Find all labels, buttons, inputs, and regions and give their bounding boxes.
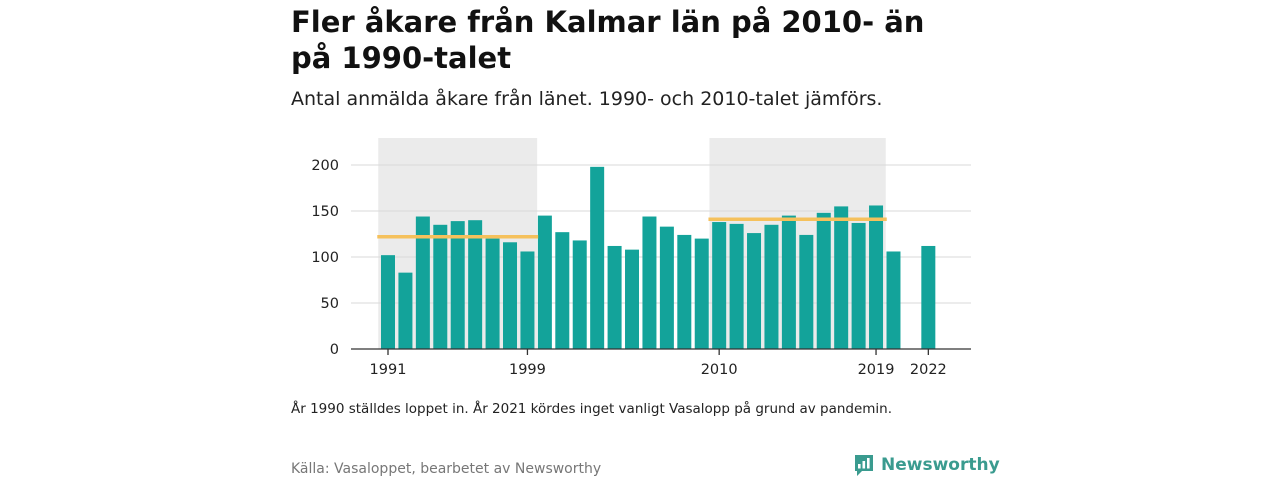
bar (555, 232, 570, 349)
brand-logo: Newsworthy (853, 453, 1000, 477)
y-tick-label: 0 (330, 342, 339, 358)
source-text: Källa: Vasaloppet, bearbetet av Newswort… (291, 461, 602, 477)
newsworthy-logo-icon (855, 455, 873, 476)
bar (520, 251, 535, 349)
bar (694, 238, 709, 349)
bar (834, 206, 849, 349)
bar (816, 212, 831, 349)
bar (572, 240, 587, 349)
bar (799, 234, 814, 349)
bar (503, 242, 518, 349)
bar (712, 222, 727, 349)
bar (659, 226, 674, 349)
y-tick-label: 150 (311, 204, 339, 220)
chart-title: Fler åkare från Kalmar län på 2010- än p… (291, 5, 925, 75)
bar (869, 205, 884, 349)
bar (764, 224, 779, 349)
bar (607, 245, 622, 349)
y-tick-label: 200 (311, 158, 339, 174)
bar (590, 166, 605, 349)
bar (450, 221, 465, 349)
bar (485, 238, 500, 349)
bar (642, 216, 657, 349)
bar (381, 255, 395, 349)
x-tick-label: 1999 (509, 362, 546, 378)
bar-chart: 0 50 100 150 200 1991 1999 2010 2019 2022 (311, 138, 971, 378)
x-tick-label: 2019 (858, 362, 895, 378)
bar (886, 251, 901, 349)
bar (729, 223, 744, 349)
bar (781, 215, 796, 349)
chart-card: Fler åkare från Kalmar län på 2010- än p… (291, 0, 1000, 480)
x-tick-label: 1991 (370, 362, 407, 378)
brand-name: Newsworthy (881, 455, 1000, 475)
chart-note: År 1990 ställdes loppet in. År 2021 körd… (291, 401, 893, 417)
bar (468, 220, 483, 349)
x-tick-label: 2022 (910, 362, 947, 378)
bar (851, 222, 866, 349)
y-tick-label: 100 (311, 250, 339, 266)
bar (747, 233, 762, 349)
bar (433, 224, 448, 349)
bar (625, 249, 640, 349)
chart-subtitle: Antal anmälda åkare från länet. 1990- oc… (291, 88, 883, 110)
bar (398, 272, 413, 349)
x-tick-label: 2010 (701, 362, 738, 378)
bar (537, 215, 552, 349)
bar (677, 234, 692, 349)
bar (921, 245, 936, 349)
y-tick-label: 50 (321, 296, 339, 312)
bar (415, 216, 430, 349)
